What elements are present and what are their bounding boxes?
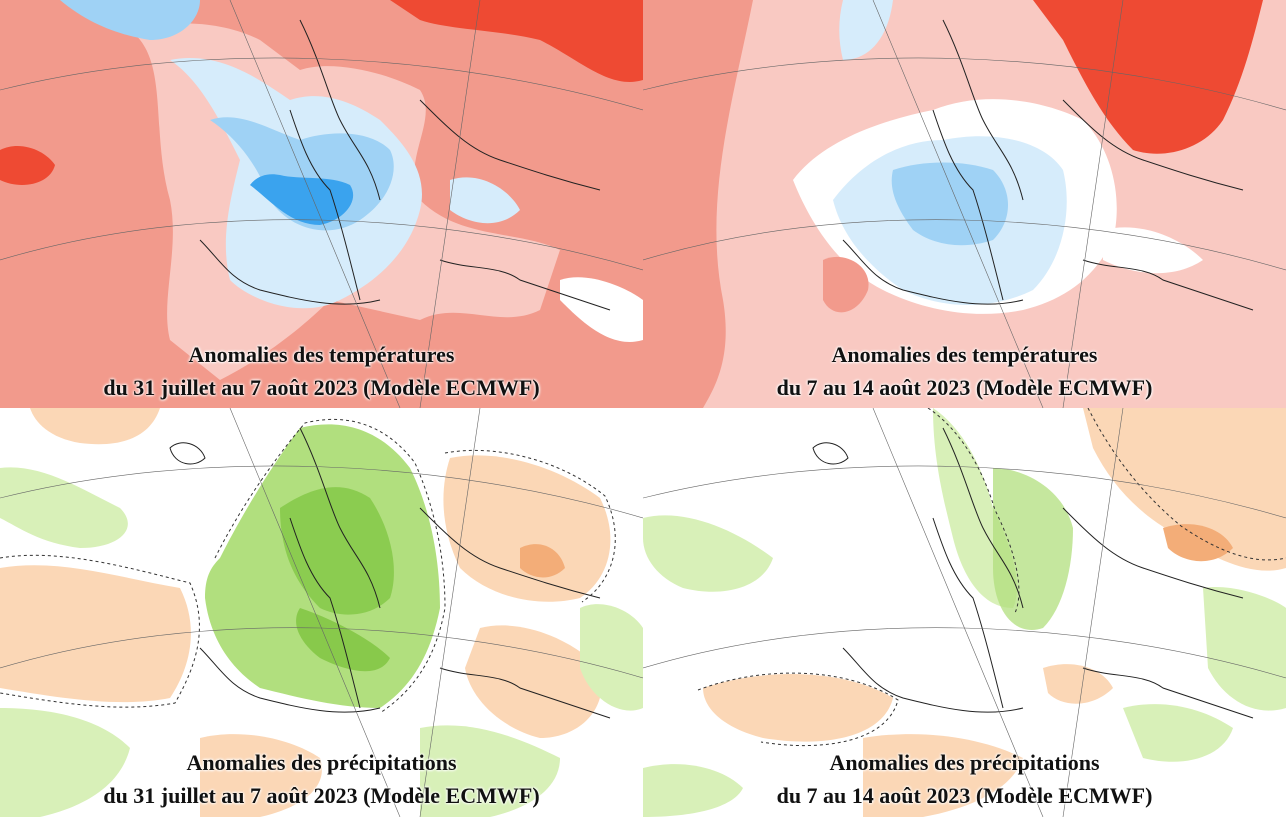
caption-period: du 7 au 14 août 2023 (Modèle ECMWF) <box>776 783 1153 808</box>
caption-title: Anomalies des températures <box>831 342 1098 367</box>
temperature-map-week2-graphic <box>643 0 1286 408</box>
caption-period: du 31 juillet au 7 août 2023 (Modèle ECM… <box>103 783 540 808</box>
precipitation-anomaly-map-week1: Anomalies des précipitations du 31 juill… <box>0 408 643 817</box>
caption-precipitation-week2: Anomalies des précipitations du 7 au 14 … <box>643 746 1286 812</box>
precipitation-anomaly-map-week2: Anomalies des précipitations du 7 au 14 … <box>643 408 1286 817</box>
caption-title: Anomalies des précipitations <box>186 750 457 775</box>
caption-precipitation-week1: Anomalies des précipitations du 31 juill… <box>0 746 643 812</box>
temperature-map-week1-graphic <box>0 0 643 408</box>
caption-title: Anomalies des précipitations <box>829 750 1100 775</box>
caption-temperature-week1: Anomalies des températures du 31 juillet… <box>0 338 643 404</box>
caption-period: du 7 au 14 août 2023 (Modèle ECMWF) <box>776 375 1153 400</box>
caption-temperature-week2: Anomalies des températures du 7 au 14 ao… <box>643 338 1286 404</box>
caption-period: du 31 juillet au 7 août 2023 (Modèle ECM… <box>103 375 540 400</box>
caption-title: Anomalies des températures <box>188 342 455 367</box>
temperature-anomaly-map-week2: Anomalies des températures du 7 au 14 ao… <box>643 0 1286 408</box>
temperature-anomaly-map-week1: Anomalies des températures du 31 juillet… <box>0 0 643 408</box>
precipitation-map-week1-graphic <box>0 408 643 817</box>
precipitation-map-week2-graphic <box>643 408 1286 817</box>
